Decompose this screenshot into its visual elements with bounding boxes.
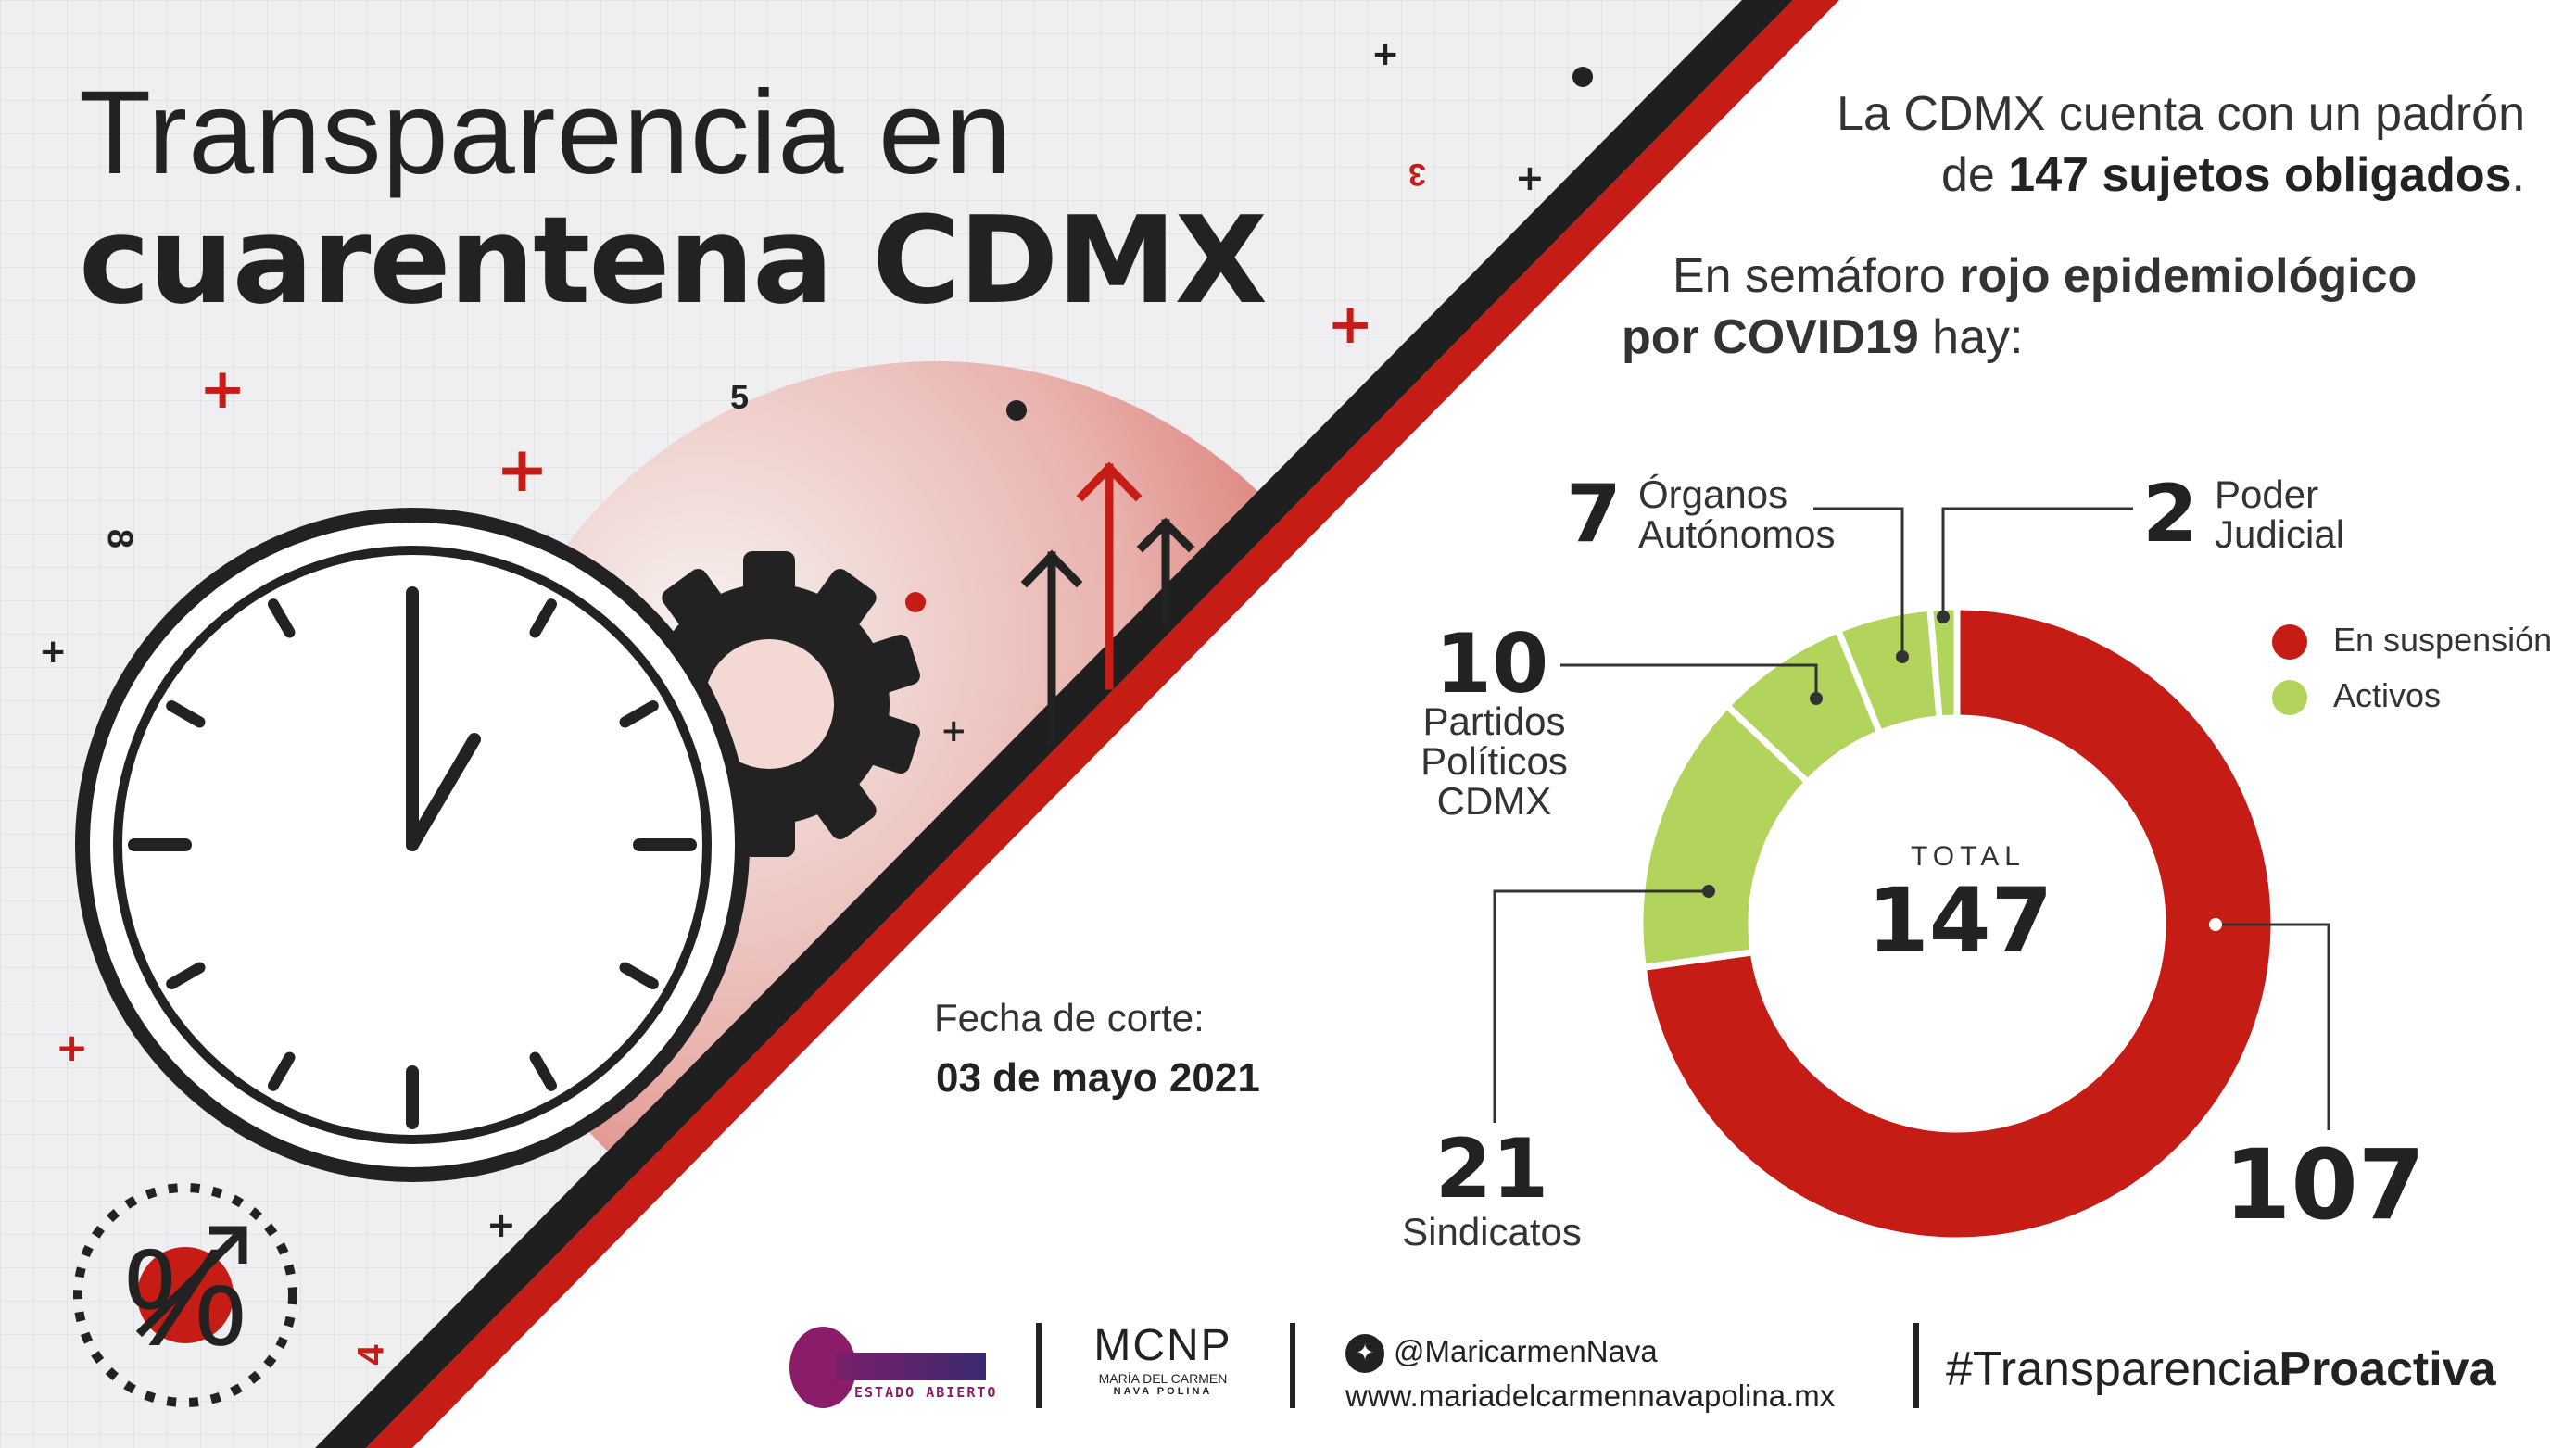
clock-tick xyxy=(166,962,206,989)
intro-line: por COVID19 hay: xyxy=(1622,307,2417,368)
label-line: Poder xyxy=(2215,472,2319,516)
twitter-icon: ✦ xyxy=(1345,1334,1384,1374)
leader-line-2 xyxy=(1941,507,2133,617)
estado-abierto-text: ESTADO ABIERTO xyxy=(854,1384,998,1401)
clock-tick xyxy=(268,1051,296,1091)
svg-text:+: + xyxy=(941,712,967,749)
clock-tick xyxy=(619,700,659,728)
clock-tick xyxy=(529,1051,557,1091)
label-line: Órganos xyxy=(1638,472,1788,516)
label-line: CDMX xyxy=(1436,779,1552,823)
mcnp-mark: MCNP xyxy=(1093,1321,1232,1370)
mcnp-sub: NAVA POLINA xyxy=(1113,1386,1213,1397)
twitter-handle-text: @MaricarmenNava xyxy=(1394,1334,1658,1368)
leader-lines xyxy=(1493,507,2330,1130)
clock-tick xyxy=(619,962,659,989)
category-label-poder-judicial: Poder Judicial xyxy=(2215,474,2344,554)
svg-text:+: + xyxy=(1371,35,1399,73)
intro-bold: 147 sujetos obligados xyxy=(2008,148,2512,202)
svg-text:+: + xyxy=(1327,292,1373,357)
title-line-1: Transparencia en xyxy=(79,67,1013,199)
legend-swatch-green xyxy=(2272,680,2307,716)
total-value: 147 xyxy=(1867,869,2053,973)
category-label-sindicatos: Sindicatos xyxy=(1402,1210,1582,1253)
svg-text:+: + xyxy=(496,434,549,507)
clock-tick xyxy=(529,598,557,638)
intro-text: de xyxy=(1940,148,2009,202)
leader-line-7 xyxy=(1813,507,1904,657)
footer-divider xyxy=(1290,1323,1295,1408)
label-line: Partidos xyxy=(1422,699,1566,743)
svg-text:+: + xyxy=(39,633,67,671)
percent-growth-icon: % xyxy=(73,1183,297,1407)
intro-text: hay: xyxy=(1918,310,2024,364)
category-label-organos: Órganos Autónomos xyxy=(1638,474,1835,554)
decor-number-5: 5 xyxy=(730,378,750,416)
cutoff-date-value: 03 de mayo 2021 xyxy=(917,1051,1279,1105)
hashtag: #TransparenciaProactiva xyxy=(1946,1341,2496,1397)
website-link[interactable]: www.mariadelcarmennavapolina.mx xyxy=(1345,1379,1836,1413)
legend-item-suspension: En suspensión xyxy=(2272,621,2553,661)
svg-text:+: + xyxy=(199,357,246,422)
donut-slice-2 xyxy=(1926,603,1961,723)
legend-swatch-red xyxy=(2272,624,2307,661)
footer-divider xyxy=(1913,1323,1919,1408)
clock-tick xyxy=(268,598,296,638)
svg-text:+: + xyxy=(486,1204,516,1245)
mcnp-name: MARÍA DEL CARMEN xyxy=(1098,1371,1228,1386)
intro-text: . xyxy=(2511,148,2525,202)
mcnp-logo: MCNP MARÍA DEL CARMEN NAVA POLINA xyxy=(1084,1320,1242,1397)
label-line: Políticos xyxy=(1421,739,1568,783)
hashtag-bold: Proactiva xyxy=(2279,1342,2496,1396)
intro-line: de 147 sujetos obligados. xyxy=(1837,145,2525,206)
clock-tick xyxy=(166,700,206,728)
intro-text: En semáforo xyxy=(1673,249,1960,303)
hashtag-regular: #Transparencia xyxy=(1946,1342,2279,1396)
leader-line-107 xyxy=(2216,923,2330,1130)
title-line-2: cuarentena CDMX xyxy=(79,190,1268,331)
intro-paragraph-1: La CDMX cuenta con un padrón de 147 suje… xyxy=(1837,83,2525,206)
category-label-partidos: Partidos Políticos CDMX xyxy=(1390,701,1598,821)
value-label-21: 21 xyxy=(1434,1121,1549,1216)
label-line: Judicial xyxy=(2215,512,2345,556)
intro-bold: por COVID19 xyxy=(1622,310,1919,364)
label-line: Autónomos xyxy=(1638,512,1836,556)
value-label-2: 2 xyxy=(2142,468,2198,560)
total-label: TOTAL xyxy=(1911,841,2026,872)
leader-line-10 xyxy=(1560,663,1818,699)
legend-label: Activos xyxy=(2333,676,2442,714)
leader-dots xyxy=(1702,611,2222,931)
intro-line: En semáforo rojo epidemiológico xyxy=(1622,246,2417,307)
plus-decorations: + + + + xyxy=(56,292,1373,1070)
legend-label: En suspensión xyxy=(2333,621,2553,659)
svg-text:+: + xyxy=(1515,157,1545,198)
arrows-up-icon xyxy=(1020,461,1195,746)
clock-icon xyxy=(75,508,750,1182)
footer-divider xyxy=(1036,1323,1042,1408)
intro-paragraph-2: En semáforo rojo epidemiológico por COVI… xyxy=(1622,246,2417,368)
cutoff-date-label: Fecha de corte: xyxy=(934,996,1205,1039)
leader-line-21 xyxy=(1493,889,1709,1123)
intro-bold: rojo epidemiológico xyxy=(1959,249,2418,303)
intro-line: La CDMX cuenta con un padrón xyxy=(1837,87,2525,141)
svg-text:+: + xyxy=(56,1025,88,1070)
value-label-10: 10 xyxy=(1434,616,1549,711)
twitter-handle[interactable]: ✦ @MaricarmenNava xyxy=(1345,1334,1658,1374)
value-label-7: 7 xyxy=(1566,468,1622,560)
value-label-107: 107 xyxy=(2224,1128,2426,1241)
donut-slice-107 xyxy=(1639,603,2278,1244)
red-diagonal-stripe xyxy=(366,0,1839,1448)
estado-abierto-logo: ESTADO ABIERTO xyxy=(789,1327,995,1412)
legend-item-activos: Activos xyxy=(2272,676,2442,716)
